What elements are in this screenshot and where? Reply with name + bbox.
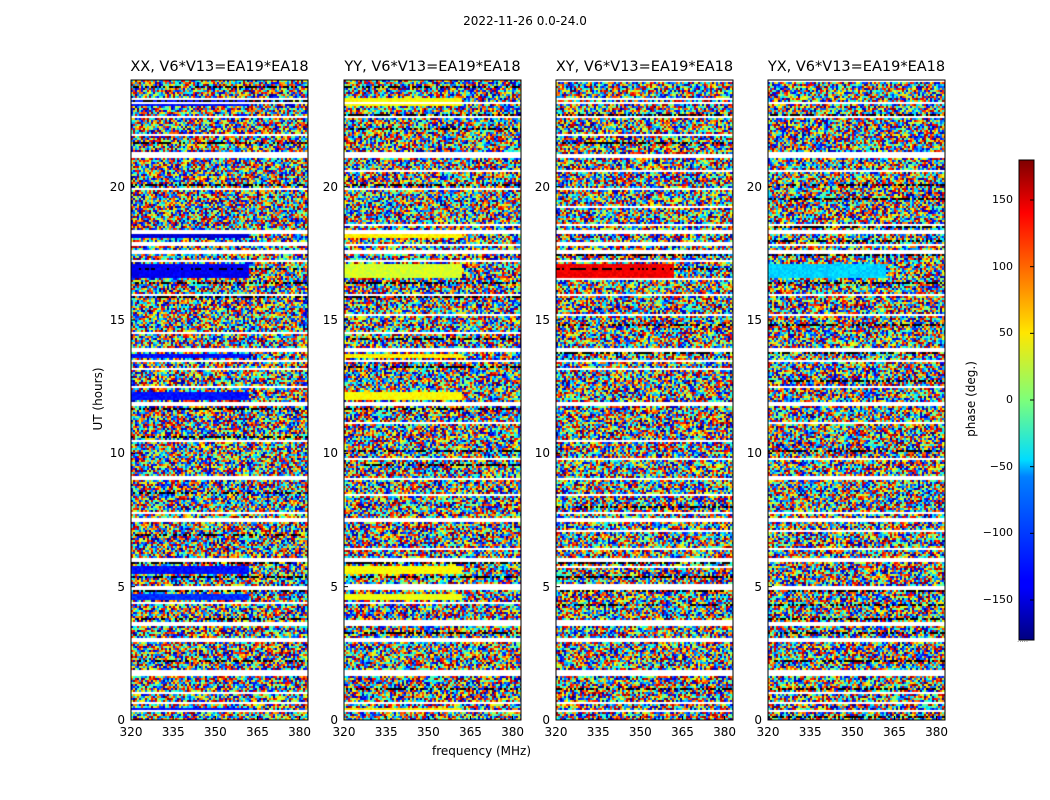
panel-title-xy: XY, V6*V13=EA19*EA18: [555, 59, 734, 75]
colorbar-tick-label: −100: [982, 526, 1013, 540]
colorbar-label: phase (deg.): [964, 361, 978, 437]
y-tick-label: 10: [109, 446, 125, 461]
x-tick-label: 335: [798, 725, 822, 739]
colorbar-note: .....: [1017, 636, 1029, 644]
x-tick-label: 335: [586, 725, 610, 739]
heatmap-xy: [556, 80, 733, 720]
colorbar-tick-label: −150: [982, 593, 1013, 606]
x-tick-label: 380: [288, 725, 312, 739]
panel-frame: [130, 79, 309, 721]
x-tick-label: 320: [756, 725, 780, 739]
heatmap-canvas-yx: [768, 80, 945, 720]
y-axis-label: UT (hours): [91, 367, 105, 431]
colorbar: [1018, 159, 1035, 641]
y-tick-label: 15: [322, 313, 338, 327]
panel-frame: [767, 79, 946, 721]
x-tick-label: 350: [203, 725, 227, 739]
y-tick-label: 15: [534, 313, 550, 327]
y-tick-label: 5: [754, 579, 762, 594]
panel-frame: [555, 79, 734, 721]
y-tick-label: 5: [542, 579, 550, 594]
y-tick-label: 10: [746, 446, 762, 461]
panel-frame: [343, 79, 522, 721]
x-tick-label: 350: [628, 725, 652, 739]
heatmap-canvas-xy: [556, 80, 733, 720]
y-tick-label: 0: [330, 713, 338, 727]
panel-title-yx: YX, V6*V13=EA19*EA18: [767, 59, 946, 75]
colorbar-tick-label: 0: [1006, 393, 1013, 406]
colorbar-tick-label: 100: [992, 259, 1013, 273]
y-tick-label: 0: [117, 713, 125, 727]
colorbar-ticks: [1030, 199, 1034, 601]
y-tick-label: 10: [322, 446, 338, 461]
panel-title-xx: XX, V6*V13=EA19*EA18: [130, 59, 309, 75]
heatmap-xx: [131, 80, 308, 720]
y-tick-label: 15: [746, 313, 762, 327]
x-axis-label: frequency (MHz): [432, 744, 532, 758]
y-tick-label: 20: [109, 179, 125, 194]
x-tick-label: 365: [882, 725, 906, 739]
x-tick-label: 335: [374, 725, 398, 739]
x-tick-label: 320: [119, 725, 143, 739]
x-tick-label: 335: [161, 725, 185, 739]
x-tick-label: 320: [332, 725, 356, 739]
y-tick-label: 0: [542, 713, 550, 727]
y-tick-label: 5: [117, 579, 125, 594]
panel-title-yy: YY, V6*V13=EA19*EA18: [344, 59, 521, 75]
y-tick-label: 10: [534, 446, 550, 461]
heatmap-yy: [344, 80, 521, 720]
x-tick-label: 365: [458, 725, 482, 739]
y-tick-label: 20: [534, 179, 550, 194]
panel-xx: [130, 79, 309, 721]
x-tick-label: 320: [544, 725, 568, 739]
x-tick-label: 380: [501, 725, 525, 739]
panels-layer: [130, 79, 946, 721]
x-tick-label: 365: [670, 725, 694, 739]
heatmap-canvas-yy: [344, 80, 521, 720]
y-tick-label: 5: [330, 579, 338, 594]
x-tick-label: 380: [713, 725, 737, 739]
heatmap-canvas-xx: [131, 80, 308, 720]
x-tick-label: 350: [840, 725, 864, 739]
x-tick-label: 365: [245, 725, 269, 739]
y-tick-label: 20: [746, 179, 762, 194]
colorbar-tick-label: −50: [989, 459, 1013, 473]
y-tick-label: 0: [754, 713, 762, 727]
panel-xy: [555, 79, 734, 721]
y-tick-label: 20: [322, 179, 338, 194]
heatmap-yx: [768, 80, 945, 720]
x-tick-label: 380: [925, 725, 949, 739]
figure-suptitle: 2022-11-26 0.0-24.0: [463, 14, 587, 28]
x-tick-label: 350: [416, 725, 440, 739]
panel-yx: [767, 79, 946, 721]
colorbar-tick-label: 150: [992, 193, 1013, 206]
panel-yy: [343, 79, 522, 721]
y-tick-label: 15: [109, 313, 125, 327]
colorbar-tick-label: 50: [999, 326, 1013, 340]
